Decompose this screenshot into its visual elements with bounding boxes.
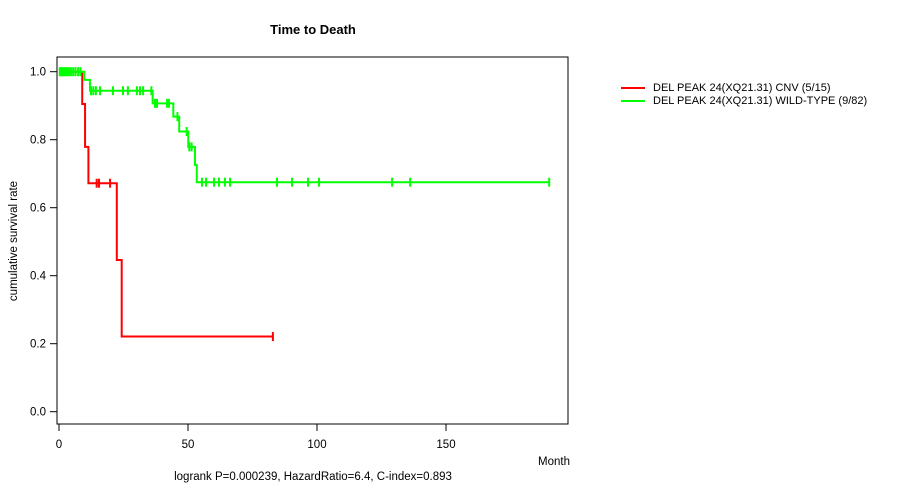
x-axis-label: Month: [538, 456, 570, 468]
y-tick-label: 0.6: [30, 203, 46, 215]
y-tick-label: 0.4: [30, 271, 47, 283]
chart-title: Time to Death: [270, 22, 356, 37]
x-tick-label: 150: [436, 439, 455, 451]
legend: DEL PEAK 24(XQ21.31) CNV (5/15) DEL PEAK…: [621, 81, 867, 107]
y-tick-label: 1.0: [30, 67, 46, 79]
legend-item-wild-type: DEL PEAK 24(XQ21.31) WILD-TYPE (9/82): [621, 94, 867, 107]
y-tick-label: 0.0: [30, 407, 46, 419]
stats-annotation: logrank P=0.000239, HazardRatio=6.4, C-i…: [174, 471, 452, 483]
plot-box: [56, 56, 569, 425]
legend-line-red: [621, 86, 645, 89]
y-axis-label: cumulative survival rate: [8, 180, 20, 302]
legend-label-cnv: DEL PEAK 24(XQ21.31) CNV (5/15): [653, 81, 831, 94]
y-tick-label: 0.2: [30, 339, 46, 351]
survival-curve-1: [59, 70, 550, 184]
x-tick-label: 0: [56, 439, 62, 451]
x-tick-label: 100: [307, 439, 326, 451]
y-tick-label: 0.8: [30, 135, 46, 147]
legend-line-green: [621, 99, 645, 102]
survival-curve-0: [59, 70, 274, 338]
legend-label-wild-type: DEL PEAK 24(XQ21.31) WILD-TYPE (9/82): [653, 94, 868, 107]
legend-item-cnv: DEL PEAK 24(XQ21.31) CNV (5/15): [621, 81, 867, 94]
x-tick-label: 50: [182, 439, 195, 451]
